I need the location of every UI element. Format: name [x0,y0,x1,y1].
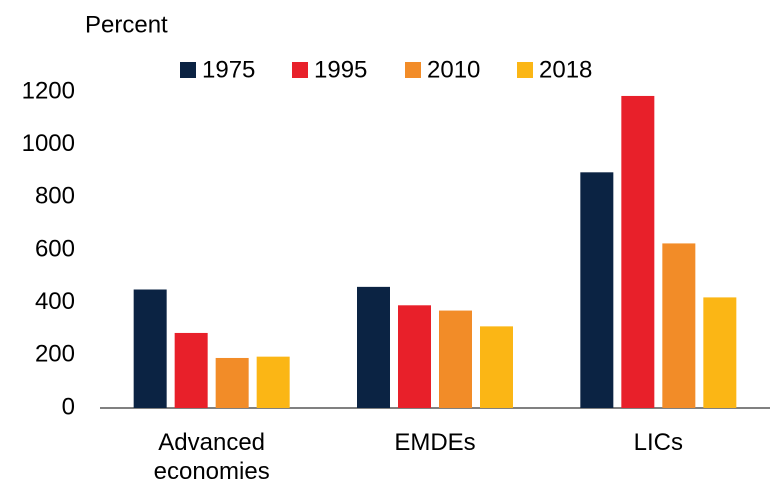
y-tick-label: 400 [35,288,75,315]
bar [621,95,655,408]
legend-label: 2018 [539,56,592,83]
y-tick-label: 600 [35,235,75,262]
legend-swatch [517,62,533,78]
bar [215,357,249,408]
legend-label: 2010 [427,56,480,83]
legend-label: 1975 [202,56,255,83]
y-tick-label: 800 [35,183,75,210]
y-tick-label: 200 [35,341,75,368]
y-tick-label: 1200 [22,77,75,104]
legend-swatch [405,62,421,78]
legend-swatch [292,62,308,78]
bar [133,289,167,408]
x-tick-label: EMDEs [394,429,476,456]
legend-label: 1995 [314,56,367,83]
legend-swatch [180,62,196,78]
bar [703,297,737,408]
bar [480,326,513,408]
bar [398,305,431,408]
x-tick-label: LICs [633,429,683,456]
y-tick-label: 0 [62,393,75,420]
bar [439,310,472,408]
bar [256,356,290,408]
bar [662,243,696,408]
x-tick-label: Advanced economies [153,429,270,485]
bar [580,172,614,408]
bar [174,332,208,408]
bar [357,286,390,408]
y-axis-label: Percent [85,11,168,38]
y-tick-label: 1000 [22,130,75,157]
